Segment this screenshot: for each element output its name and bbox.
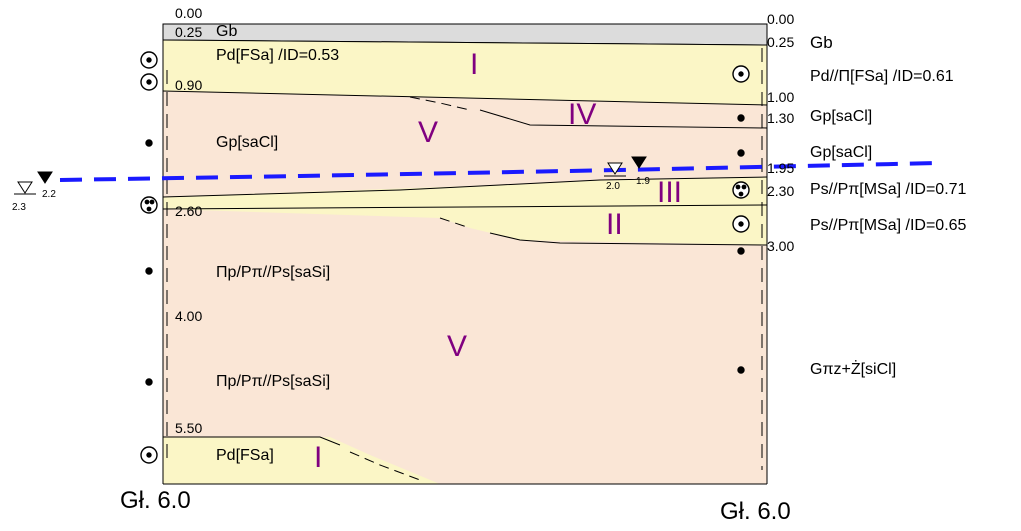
right-layer-label-1: Pd//Π[FSa] /ID=0.61 <box>810 68 954 85</box>
layer-sand-bottom <box>163 437 440 484</box>
scale-ticks <box>166 48 763 470</box>
left-layer-label-0: Gb <box>216 23 238 40</box>
roman-numeral-i-bottom: I <box>314 441 323 474</box>
right-depth-0: 0.00 <box>767 11 795 27</box>
roman-numeral-i-top: I <box>470 48 479 81</box>
right-depth-5: 2.30 <box>767 183 795 199</box>
layer-iii-clay <box>163 177 767 209</box>
roman-numeral-v-lower: V <box>447 330 468 363</box>
left-depth-5: 5.50 <box>175 420 203 436</box>
right-layer-label-6: Gπz+Ż[siCl] <box>810 361 897 378</box>
borehole-title-right: Gł. 6.0 <box>720 498 791 525</box>
left-depth-1: 0.25 <box>175 24 203 40</box>
left-layer-label-1: Pd[FSa] /ID=0.53 <box>216 47 340 64</box>
water-marker-left-outer <box>14 171 53 195</box>
layer-clay-background <box>163 24 767 484</box>
right-depth-3: 1.30 <box>767 110 795 126</box>
boundary-lines <box>162 23 768 485</box>
left-depth-2: 0.90 <box>175 77 203 93</box>
water-level-right-b: 1.9 <box>636 176 650 187</box>
roman-numeral-ii: II <box>606 208 623 241</box>
symbols-right <box>732 65 750 374</box>
right-depth-4: 1.95 <box>767 160 795 176</box>
left-layer-label-5: Pd[FSa] <box>216 447 274 464</box>
borehole-title-left: Gł. 6.0 <box>120 487 191 514</box>
roman-numeral-iv: IV <box>568 98 597 131</box>
roman-numeral-v-upper: V <box>418 116 439 149</box>
left-depth-3: 2.60 <box>175 203 203 219</box>
right-layer-label-4: Ps//Pπ[MSa] /ID=0.71 <box>810 181 967 198</box>
water-level-left-outer-a: 2.3 <box>12 202 26 213</box>
left-layer-label-2: Gp[saCl] <box>216 134 279 151</box>
water-level-right-a: 2.0 <box>606 181 620 192</box>
left-depth-0: 0.00 <box>175 5 203 21</box>
right-depth-6: 3.00 <box>767 238 795 254</box>
symbols-left <box>140 51 158 464</box>
right-layer-label-5: Ps//Pπ[MSa] /ID=0.65 <box>810 217 967 234</box>
right-layer-label-2: Gp[saCl] <box>810 108 873 125</box>
left-layer-label-4: Πp/Pπ//Ps[saSi] <box>216 373 331 390</box>
groundwater-line <box>59 161 941 182</box>
right-layer-label-0: Gb <box>810 33 833 52</box>
water-level-left-outer-b: 2.2 <box>42 189 56 200</box>
right-depth-2: 1.00 <box>767 89 795 105</box>
roman-numeral-iii: III <box>657 176 683 209</box>
layer-iv <box>410 97 767 128</box>
right-depth-1: 0.25 <box>767 34 795 50</box>
right-layer-label-3: Gp[saCl] <box>810 144 873 161</box>
water-marker-right <box>604 156 647 177</box>
left-layer-label-3: Πp/Pπ//Ps[saSi] <box>216 264 331 281</box>
left-depth-4: 4.00 <box>175 308 203 324</box>
layer-sand-top <box>163 40 767 105</box>
